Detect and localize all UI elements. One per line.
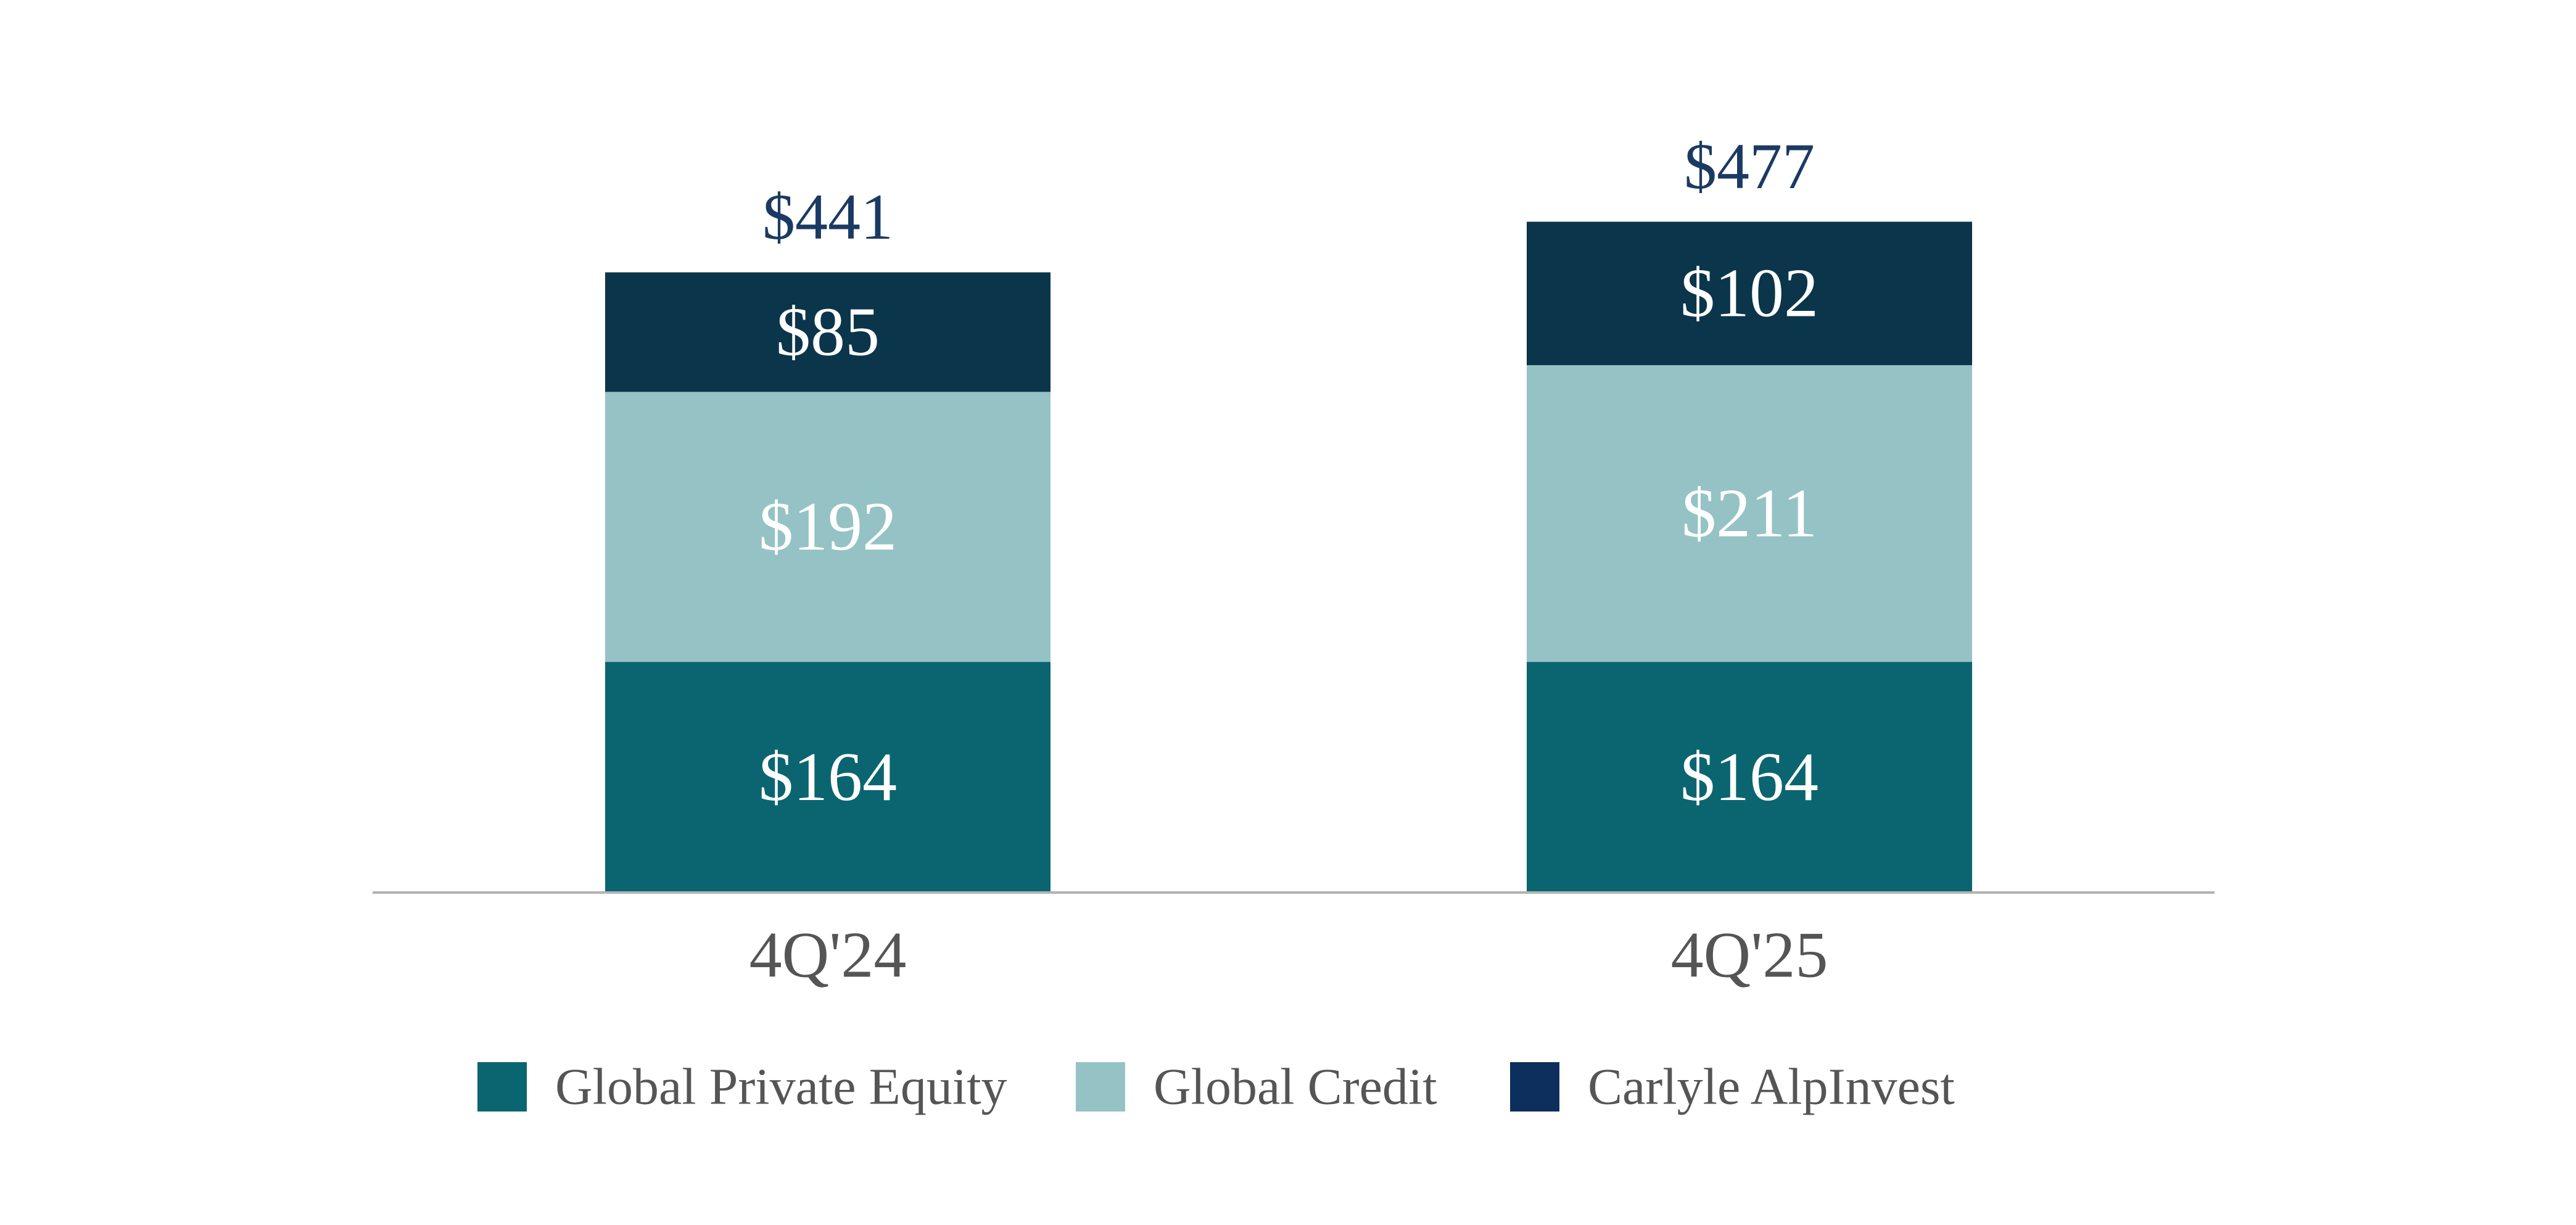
bar-segment-1-1 [1527,365,1972,662]
total-labels-group: $441 $477 [762,130,1815,253]
segment-labels-group: $164 $192 $85 $164 $211 $102 [759,255,1818,815]
x-tick-label: 4Q'25 [1671,919,1828,991]
bar-segment-0-0 [605,662,1051,893]
bar-segment-1-0 [605,392,1051,662]
segment-value-label: $85 [776,294,880,370]
legend-swatch [1076,1062,1125,1112]
bar-segment-2-0 [605,272,1051,392]
segment-value-label: $211 [1682,476,1817,552]
total-value-label: $441 [762,181,893,253]
total-value-label: $477 [1684,130,1815,202]
legend-swatch [1510,1062,1559,1112]
legend-item: Carlyle AlpInvest [1510,1058,1955,1116]
bar-segment-2-1 [1527,221,1972,365]
bar-segment-0-1 [1527,662,1972,893]
legend-label: Carlyle AlpInvest [1588,1058,1955,1116]
segment-value-label: $192 [759,489,897,565]
segment-value-label: $164 [759,739,897,815]
legend-item: Global Credit [1076,1058,1437,1116]
legend-item: Global Private Equity [477,1058,1007,1116]
legend-label: Global Private Equity [555,1058,1007,1116]
x-tick-labels-group: 4Q'24 4Q'25 [749,919,1828,991]
segment-value-label: $164 [1680,739,1818,815]
legend-label: Global Credit [1154,1058,1437,1116]
legend-swatch [477,1062,527,1112]
x-tick-label: 4Q'24 [749,919,907,991]
segment-value-label: $102 [1680,255,1818,332]
bars-group [605,221,1972,893]
legend: Global Private Equity Global Credit Carlyl… [477,1058,1955,1116]
